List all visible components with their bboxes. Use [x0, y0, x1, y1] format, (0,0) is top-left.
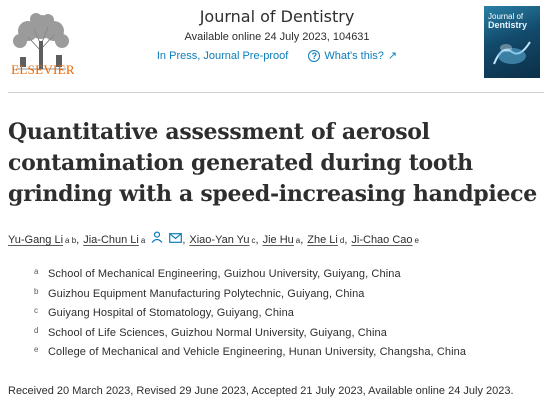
- author-separator: ,: [76, 234, 80, 246]
- person-icon[interactable]: [151, 231, 163, 243]
- help-icon[interactable]: ?: [308, 49, 321, 62]
- affiliation-text: School of Mechanical Engineering, Guizho…: [48, 268, 401, 280]
- affiliation-item: c Guiyang Hospital of Stomatology, Guiya…: [34, 306, 544, 327]
- affiliation-item: a School of Mechanical Engineering, Guiz…: [34, 267, 544, 288]
- author-separator: ,: [344, 234, 348, 246]
- availability-text: Available online 24 July 2023, 104631: [184, 31, 370, 43]
- affiliation-item: b Guizhou Equipment Manufacturing Polyte…: [34, 286, 544, 308]
- journal-name-link[interactable]: Journal of Dentistry: [199, 7, 355, 26]
- elsevier-tree-logo[interactable]: [6, 4, 76, 78]
- status-link[interactable]: In Press, Journal Pre-proof: [156, 49, 289, 62]
- cover-title-small: Journal of: [488, 12, 524, 21]
- journal-cover-image[interactable]: Journal of Dentistry: [484, 6, 540, 78]
- affiliation-text: School of Life Sciences, Guizhou Normal …: [48, 326, 387, 339]
- publisher-name: ELSEVIER: [11, 62, 75, 77]
- journal-info: Journal of Dentistry Available online 24…: [140, 6, 414, 62]
- header-divider: [8, 92, 544, 93]
- author-link[interactable]: Zhe Li: [307, 234, 338, 246]
- article-title: Quantitative assessment of aerosol conta…: [8, 119, 537, 207]
- affiliation-letter: e: [34, 345, 39, 354]
- affiliation-list: a School of Mechanical Engineering, Guiz…: [34, 267, 544, 366]
- affiliation-text: Guiyang Hospital of Stomatology, Guiyang…: [48, 307, 295, 319]
- author-link[interactable]: Jie Hu: [262, 234, 294, 246]
- mail-icon[interactable]: [169, 233, 183, 243]
- author-link[interactable]: Yu-Gang Li: [8, 234, 64, 246]
- affiliation-item: d School of Life Sciences, Guizhou Norma…: [34, 325, 544, 347]
- author-separator: ,: [255, 234, 259, 246]
- affiliation-text: Guizhou Equipment Manufacturing Polytech…: [48, 287, 365, 300]
- cover-title-large: Dentistry: [488, 20, 528, 30]
- author-link[interactable]: Jia-Chun Li: [83, 234, 139, 246]
- affiliation-letter: d: [34, 325, 39, 335]
- article-header: ELSEVIER Journal of Dentistry Available …: [0, 0, 554, 94]
- author-separator: ,: [300, 234, 304, 246]
- journal-links-row: In Press, Journal Pre-proof ? What's thi…: [140, 49, 414, 62]
- whats-this-link[interactable]: What's this?: [324, 49, 384, 62]
- article-history-dates: Received 20 March 2023, Revised 29 June …: [8, 385, 514, 397]
- author-separator: ,: [182, 234, 186, 246]
- affiliation-letter: a: [34, 267, 39, 276]
- affiliation-letter: b: [34, 286, 39, 296]
- author-link[interactable]: Ji-Chao Cao: [351, 234, 413, 246]
- affiliation-item: e College of Mechanical and Vehicle Engi…: [34, 345, 544, 366]
- affiliation-text: College of Mechanical and Vehicle Engine…: [48, 346, 467, 358]
- author-link[interactable]: Xiao-Yan Yu: [189, 234, 250, 246]
- cover-artwork: [493, 41, 531, 65]
- external-arrow-icon: ↗: [387, 50, 398, 62]
- affiliation-letter: c: [34, 306, 38, 315]
- author-list: Yu-Gang Li a b , Jia-Chun Li a , Xiao-Ya…: [8, 231, 548, 246]
